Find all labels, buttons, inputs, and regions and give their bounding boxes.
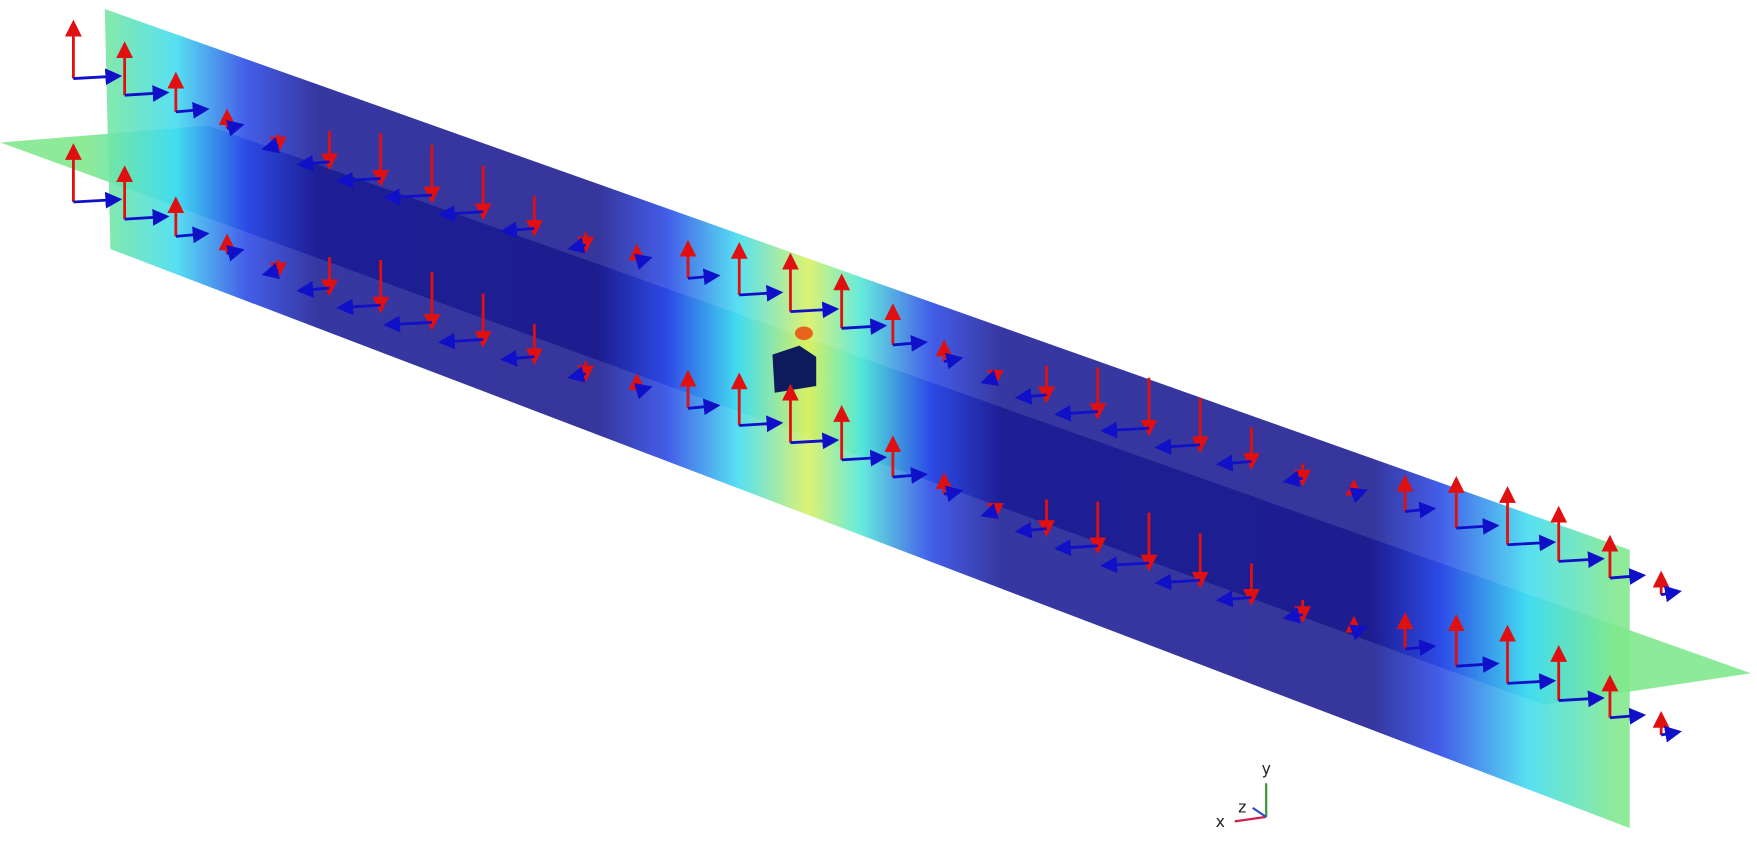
field-arrow-side bbox=[790, 301, 840, 319]
field-arrow-side bbox=[1558, 690, 1605, 708]
field-arrow-side bbox=[336, 298, 381, 316]
field-arrow-side bbox=[1282, 607, 1303, 624]
triad-x-axis bbox=[1234, 815, 1267, 823]
field-arrow-side bbox=[499, 221, 535, 239]
field-arrow-side bbox=[790, 432, 840, 450]
field-arrow-side bbox=[943, 485, 964, 502]
field-arrow-side bbox=[1456, 517, 1500, 535]
field-arrow-side bbox=[261, 262, 281, 279]
field-arrow-side bbox=[1282, 470, 1303, 488]
field-arrow-side bbox=[634, 383, 653, 400]
field-arrow-side bbox=[296, 281, 330, 298]
triad-z-label: z bbox=[1238, 797, 1246, 816]
field-arrow-side bbox=[739, 284, 784, 302]
field-arrow-side bbox=[1349, 487, 1368, 504]
field-arrow-side bbox=[1404, 639, 1437, 656]
field-arrow-side bbox=[1215, 590, 1252, 608]
field-arrow-side bbox=[437, 332, 484, 350]
field-arrow-side bbox=[980, 369, 999, 386]
field-arrow-side bbox=[175, 226, 210, 244]
field-arrow-side bbox=[634, 253, 653, 270]
field-arrow-side bbox=[687, 268, 721, 286]
field-arrow-side bbox=[1660, 585, 1682, 603]
field-arrow-side bbox=[943, 352, 964, 370]
field-arrow-side bbox=[1456, 656, 1500, 673]
field-arrow-side bbox=[1609, 568, 1647, 585]
field-arrow-side bbox=[1558, 551, 1605, 569]
field-arrow-side bbox=[1054, 404, 1098, 422]
field-arrow-side bbox=[1154, 438, 1201, 455]
field-arrow-side bbox=[892, 335, 928, 352]
field-arrow-side bbox=[1154, 573, 1201, 591]
field-arrow-side bbox=[1507, 673, 1557, 691]
vector-arrows bbox=[64, 19, 1682, 743]
field-arrow-side bbox=[437, 205, 484, 222]
field-arrow-side bbox=[1507, 534, 1557, 552]
field-arrow-side bbox=[175, 101, 210, 119]
field-arrow-side bbox=[1609, 707, 1647, 725]
field-arrow-side bbox=[383, 188, 433, 206]
field-arrow-side bbox=[73, 191, 123, 209]
field-arrow-side bbox=[980, 503, 999, 520]
field-arrow-side bbox=[124, 85, 170, 102]
field-arrow-side bbox=[567, 366, 586, 383]
field-arrow-side bbox=[567, 237, 586, 254]
field-arrow-side bbox=[1014, 521, 1047, 539]
field-arrow-side bbox=[841, 318, 888, 335]
field-arrow-side bbox=[739, 415, 784, 433]
obstacle-cube bbox=[772, 326, 817, 393]
field-arrow-side bbox=[687, 398, 721, 416]
field-arrow-side bbox=[296, 154, 330, 172]
field-arrow-side bbox=[499, 349, 535, 367]
field-arrow-side bbox=[1215, 454, 1252, 472]
field-arrow-side bbox=[261, 137, 281, 154]
triad-y-label: y bbox=[1262, 759, 1271, 778]
triad-x-label: x bbox=[1216, 812, 1225, 831]
field-arrow-side bbox=[124, 209, 170, 226]
field-arrow-side bbox=[1054, 539, 1098, 556]
field-arrow-side bbox=[226, 245, 245, 262]
field-arrow-side bbox=[336, 171, 381, 189]
field-arrow-side bbox=[1100, 556, 1150, 574]
field-arrow-side bbox=[73, 68, 123, 86]
vertical-plane bbox=[104, 8, 1630, 829]
field-arrow-side bbox=[841, 449, 888, 467]
field-arrow-side bbox=[1349, 624, 1368, 641]
axis-triad: y z x bbox=[1216, 759, 1271, 831]
field-arrow-side bbox=[1660, 725, 1682, 743]
field-arrow-side bbox=[383, 315, 433, 333]
triad-z-axis bbox=[1252, 806, 1267, 818]
field-arrow-side bbox=[1100, 421, 1150, 439]
field-arrow-side bbox=[1014, 387, 1047, 405]
field-arrow-side bbox=[892, 467, 928, 484]
field-arrow-side bbox=[1404, 501, 1437, 519]
field-arrow-side bbox=[226, 120, 245, 137]
